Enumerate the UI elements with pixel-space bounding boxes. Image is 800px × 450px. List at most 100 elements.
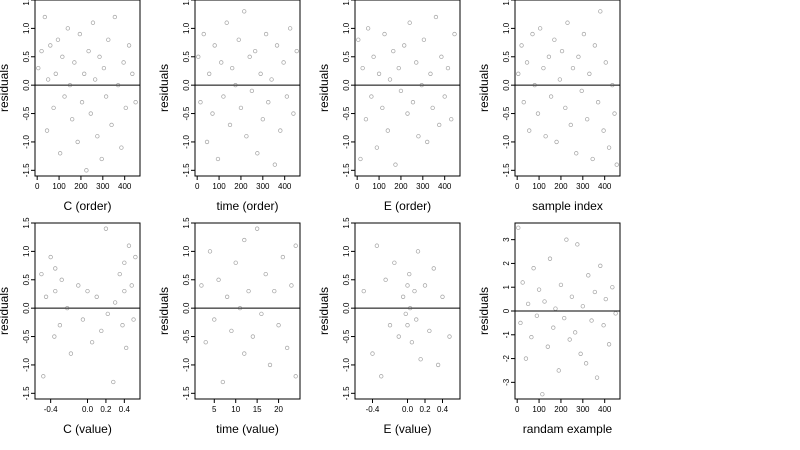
- data-point: [405, 283, 410, 288]
- data-point: [565, 20, 570, 25]
- data-point: [567, 337, 572, 342]
- data-point: [129, 283, 134, 288]
- data-point: [119, 145, 124, 150]
- data-point: [120, 323, 125, 328]
- data-point: [393, 162, 398, 167]
- data-point: [410, 100, 416, 105]
- data-point: [525, 301, 531, 307]
- data-point: [439, 54, 444, 59]
- data-point: [527, 128, 532, 133]
- data-point: [86, 48, 91, 54]
- data-point: [284, 345, 290, 351]
- data-point: [57, 323, 63, 328]
- y-tick-label: 1.5: [182, 0, 191, 6]
- data-point: [612, 111, 617, 116]
- data-point: [229, 328, 234, 334]
- y-tick-label: -1.5: [342, 386, 351, 400]
- data-point: [233, 260, 238, 265]
- data-point: [556, 368, 561, 373]
- data-point: [39, 48, 44, 54]
- y-axis-label: residuals: [157, 287, 171, 335]
- data-point: [445, 65, 451, 71]
- data-point: [374, 243, 380, 248]
- y-tick-label: -1.5: [182, 163, 191, 177]
- x-tick-label: 15: [253, 405, 262, 414]
- data-point: [412, 288, 417, 294]
- data-point: [204, 139, 210, 145]
- x-tick-label: 400: [118, 182, 132, 191]
- data-point: [117, 271, 122, 277]
- data-point: [425, 139, 430, 145]
- y-tick-label: 1.5: [22, 0, 31, 6]
- y-tick-label: -1.5: [22, 163, 31, 177]
- data-point: [551, 325, 556, 330]
- data-point: [94, 294, 99, 299]
- data-point: [396, 65, 401, 71]
- data-point: [122, 288, 127, 294]
- data-point: [236, 37, 241, 42]
- data-point: [442, 94, 447, 99]
- data-point: [603, 296, 608, 302]
- plot-frame: [194, 0, 301, 177]
- data-point: [237, 306, 243, 311]
- data-point: [606, 145, 612, 150]
- y-tick-label: 0.0: [342, 79, 351, 91]
- data-point: [558, 282, 564, 287]
- y-tick-label: 0.5: [22, 274, 31, 286]
- scatter-panel-5: -1.5 -1.0 -0.5 0.0 0.5 1.0 1.5 -0.4 0.0 0.2 0.4 C (…: [0, 217, 141, 436]
- data-point: [90, 20, 96, 25]
- data-point: [396, 334, 401, 339]
- data-point: [51, 105, 56, 111]
- y-tick-label: 0.5: [342, 51, 351, 63]
- data-point: [103, 94, 109, 99]
- y-tick-label: -1.0: [22, 134, 31, 148]
- y-tick-label: -0.5: [342, 106, 351, 120]
- x-axis-label: randam example: [523, 422, 613, 436]
- data-point: [53, 288, 58, 294]
- data-point: [76, 283, 81, 288]
- data-point: [246, 288, 251, 294]
- y-tick-label: 1: [502, 284, 511, 289]
- data-point: [553, 306, 558, 311]
- y-tick-label: 0.5: [502, 51, 511, 63]
- scatter-panel-6: -1.5 -1.0 -0.5 0.0 0.5 1.0 1.5 5 10 15 20 time (val…: [157, 217, 301, 436]
- y-tick-label: -1: [502, 331, 511, 339]
- data-point: [587, 71, 592, 76]
- data-point: [590, 156, 595, 162]
- data-point: [274, 43, 280, 48]
- y-tick-label: -1.5: [502, 163, 511, 177]
- y-tick-label: 0.0: [502, 79, 511, 91]
- data-point: [447, 334, 452, 339]
- x-tick-label: 0.0: [402, 405, 414, 414]
- data-point: [291, 111, 296, 116]
- plot-frame: [354, 222, 461, 400]
- data-point: [407, 20, 412, 25]
- data-point: [581, 31, 587, 37]
- data-point: [288, 26, 293, 31]
- y-tick-label: 1.5: [182, 217, 191, 229]
- y-tick-label: -1.0: [182, 357, 191, 371]
- x-tick-label: 100: [52, 182, 66, 191]
- data-point: [398, 88, 404, 93]
- data-point: [272, 162, 277, 167]
- data-point: [382, 31, 387, 37]
- y-tick-label: 0.0: [22, 302, 31, 314]
- y-tick-label: 0.5: [22, 51, 31, 63]
- data-point: [530, 31, 535, 37]
- x-tick-label: 100: [532, 405, 546, 414]
- data-point: [521, 100, 526, 105]
- y-tick-label: -1.5: [342, 163, 351, 177]
- y-tick-label: 1.0: [182, 245, 191, 257]
- data-point: [68, 351, 74, 356]
- y-tick-label: 1.5: [22, 217, 31, 229]
- data-point: [583, 361, 589, 366]
- x-tick-label: 200: [74, 182, 88, 191]
- data-point: [115, 83, 121, 88]
- data-point: [254, 226, 260, 231]
- data-point: [554, 139, 559, 145]
- x-tick-label: 0.2: [100, 405, 112, 414]
- x-tick-label: 0: [515, 405, 520, 414]
- data-point: [415, 249, 421, 254]
- data-point: [212, 43, 217, 48]
- x-tick-label: 0.4: [119, 405, 131, 414]
